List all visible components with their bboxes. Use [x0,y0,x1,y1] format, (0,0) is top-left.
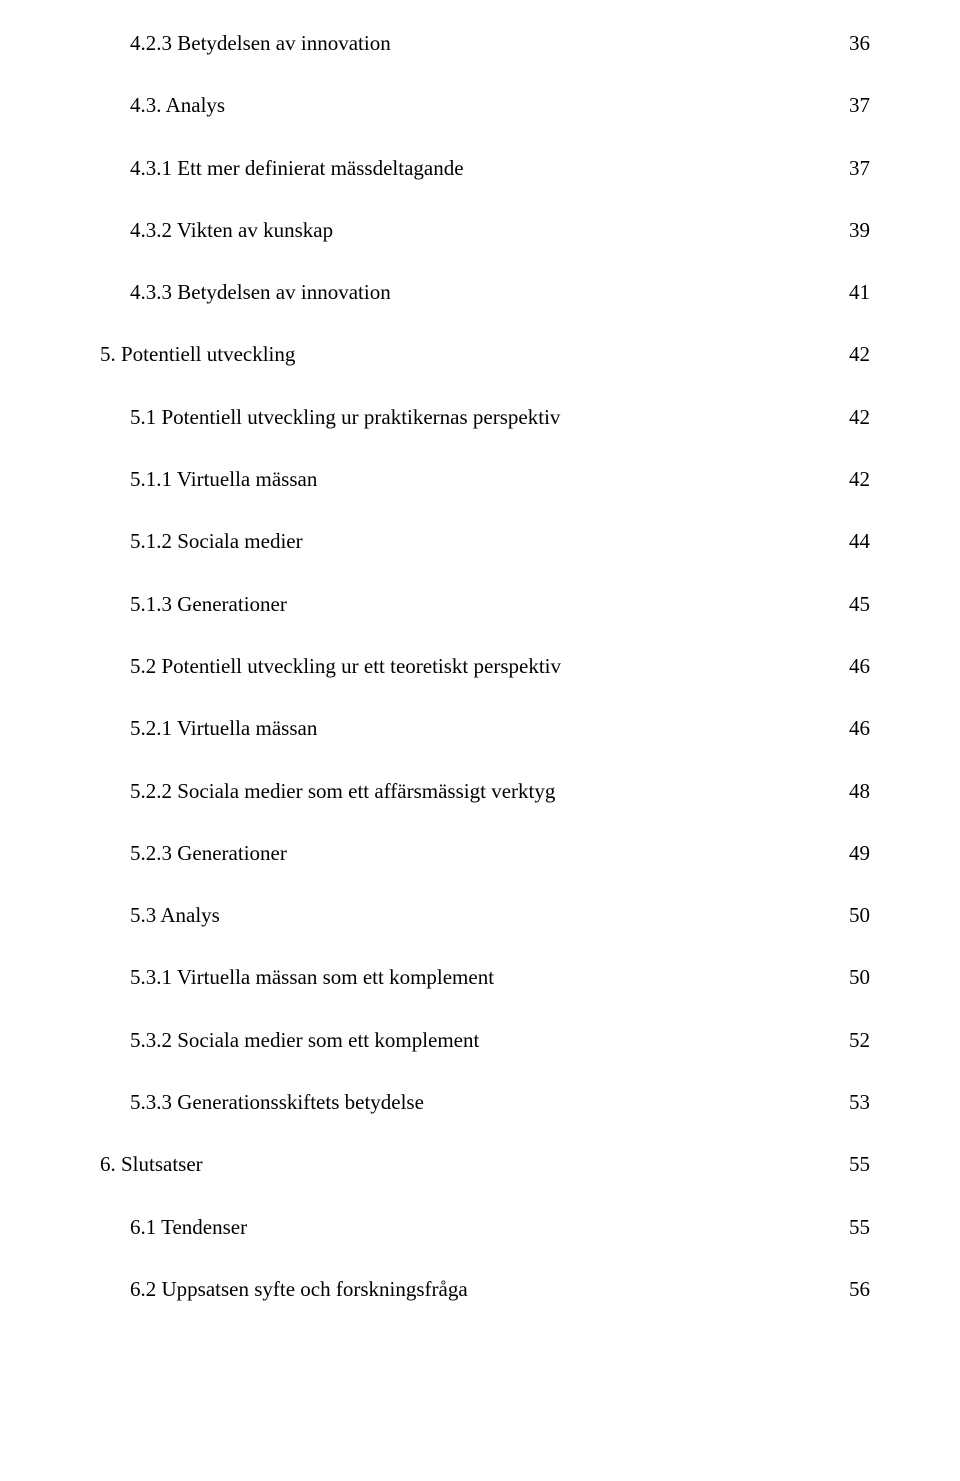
toc-page-number: 42 [849,466,870,493]
toc-page-number: 42 [849,404,870,431]
toc-label: 5.1 Potentiell utveckling ur praktikerna… [130,404,560,431]
toc-page-number: 36 [849,30,870,57]
toc-entry: 5.1.1 Virtuella mässan 42 [130,466,870,493]
toc-entry: 5.2.3 Generationer 49 [130,840,870,867]
toc-page-number: 37 [849,92,870,119]
toc-page-number: 44 [849,528,870,555]
toc-entry: 5.3.3 Generationsskiftets betydelse 53 [130,1089,870,1116]
toc-page-number: 46 [849,653,870,680]
toc-label: 4.3.1 Ett mer definierat mässdeltagande [130,155,464,182]
toc-entry: 4.3.3 Betydelsen av innovation 41 [130,279,870,306]
toc-entry: 5.3.1 Virtuella mässan som ett komplemen… [130,964,870,991]
toc-label: 6.1 Tendenser [130,1214,247,1241]
toc-entry: 5.1.2 Sociala medier 44 [130,528,870,555]
toc-entry: 6. Slutsatser 55 [100,1151,870,1178]
toc-label: 5.2.1 Virtuella mässan [130,715,317,742]
toc-entry: 5.2 Potentiell utveckling ur ett teoreti… [130,653,870,680]
toc-page-number: 56 [849,1276,870,1303]
toc-entry: 5. Potentiell utveckling 42 [100,341,870,368]
toc-page-number: 42 [849,341,870,368]
toc-page-number: 55 [849,1214,870,1241]
toc-entry: 5.2.1 Virtuella mässan 46 [130,715,870,742]
toc-entry: 5.3 Analys 50 [130,902,870,929]
toc-entry: 5.2.2 Sociala medier som ett affärsmässi… [130,778,870,805]
toc-page-number: 52 [849,1027,870,1054]
toc-page-number: 49 [849,840,870,867]
toc-page-number: 55 [849,1151,870,1178]
toc-label: 5.2.3 Generationer [130,840,287,867]
toc-page-number: 50 [849,964,870,991]
toc-label: 5. Potentiell utveckling [100,341,295,368]
toc-label: 5.1.1 Virtuella mässan [130,466,317,493]
toc-page-number: 53 [849,1089,870,1116]
toc-label: 4.2.3 Betydelsen av innovation [130,30,391,57]
toc-entry: 4.3.2 Vikten av kunskap 39 [130,217,870,244]
toc-entry: 4.3.1 Ett mer definierat mässdeltagande 3… [130,155,870,182]
toc-page-number: 39 [849,217,870,244]
toc-entry: 6.2 Uppsatsen syfte och forskningsfråga 5… [130,1276,870,1303]
toc-page-number: 46 [849,715,870,742]
table-of-contents: 4.2.3 Betydelsen av innovation 36 4.3. Ana… [100,30,870,1303]
toc-label: 5.3.3 Generationsskiftets betydelse [130,1089,424,1116]
toc-entry: 4.3. Analys 37 [130,92,870,119]
toc-label: 5.1.3 Generationer [130,591,287,618]
toc-page-number: 50 [849,902,870,929]
toc-label: 5.2.2 Sociala medier som ett affärsmässi… [130,778,555,805]
toc-label: 6. Slutsatser [100,1151,203,1178]
toc-label: 5.3 Analys [130,902,220,929]
toc-label: 4.3. Analys [130,92,225,119]
toc-label: 5.3.1 Virtuella mässan som ett komplemen… [130,964,494,991]
toc-page-number: 41 [849,279,870,306]
toc-page-number: 48 [849,778,870,805]
toc-entry: 5.1 Potentiell utveckling ur praktikerna… [130,404,870,431]
toc-entry: 5.3.2 Sociala medier som ett komplement 5… [130,1027,870,1054]
toc-label: 4.3.2 Vikten av kunskap [130,217,333,244]
toc-entry: 4.2.3 Betydelsen av innovation 36 [130,30,870,57]
toc-page-number: 45 [849,591,870,618]
toc-label: 5.3.2 Sociala medier som ett komplement [130,1027,479,1054]
toc-label: 6.2 Uppsatsen syfte och forskningsfråga [130,1276,468,1303]
toc-label: 5.2 Potentiell utveckling ur ett teoreti… [130,653,561,680]
toc-page-number: 37 [849,155,870,182]
toc-entry: 6.1 Tendenser 55 [130,1214,870,1241]
toc-entry: 5.1.3 Generationer 45 [130,591,870,618]
toc-label: 4.3.3 Betydelsen av innovation [130,279,391,306]
toc-label: 5.1.2 Sociala medier [130,528,303,555]
